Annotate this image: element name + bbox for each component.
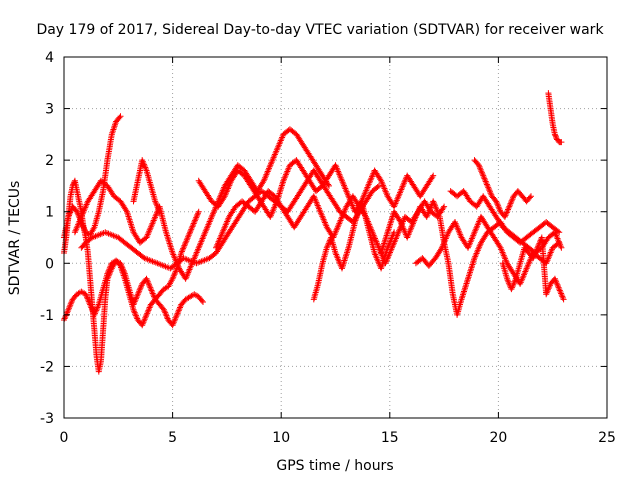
series-track-d bbox=[71, 126, 332, 282]
series-markers bbox=[471, 157, 534, 220]
x-tick-label: 25 bbox=[598, 430, 616, 446]
series-markers bbox=[499, 234, 567, 303]
series-layer bbox=[61, 90, 567, 375]
plot-frame bbox=[63, 56, 608, 419]
x-tick-label: 15 bbox=[381, 430, 399, 446]
x-tick-label: 10 bbox=[272, 430, 290, 446]
x-axis-label: GPS time / hours bbox=[276, 458, 393, 474]
series-markers bbox=[61, 113, 124, 241]
y-tick-label: -1 bbox=[40, 308, 54, 324]
x-tick-label: 20 bbox=[489, 430, 507, 446]
series-markers bbox=[71, 126, 332, 282]
series-markers bbox=[310, 198, 398, 303]
y-tick-label: 1 bbox=[45, 205, 54, 221]
grid-layer bbox=[64, 57, 607, 418]
series-track-h bbox=[310, 198, 398, 303]
series-track-n bbox=[545, 90, 565, 146]
x-tick-label: 5 bbox=[168, 430, 177, 446]
chart-title: Day 179 of 2017, Sidereal Day-to-day VTE… bbox=[36, 22, 604, 38]
series-markers bbox=[130, 157, 163, 215]
y-tick-label: 3 bbox=[45, 102, 54, 118]
x-tick-label: 0 bbox=[60, 430, 69, 446]
y-tick-label: 0 bbox=[45, 256, 54, 272]
y-tick-label: 2 bbox=[45, 153, 54, 169]
y-tick-label: -2 bbox=[40, 359, 54, 375]
series-track-a bbox=[61, 113, 124, 241]
series-track-m bbox=[499, 234, 567, 303]
y-tick-label: -3 bbox=[40, 411, 54, 427]
series-markers bbox=[378, 198, 441, 256]
y-tick-label: 4 bbox=[45, 50, 54, 66]
series-track-p bbox=[130, 157, 163, 215]
series-track-o bbox=[378, 198, 441, 256]
series-track-l bbox=[471, 157, 534, 220]
series-markers bbox=[545, 90, 565, 146]
tick-layer: 0 5 10 15 20 25 -3 -2 -1 0 1 2 3 4 bbox=[40, 50, 616, 446]
y-axis-label: SDTVAR / TECUs bbox=[7, 181, 23, 296]
